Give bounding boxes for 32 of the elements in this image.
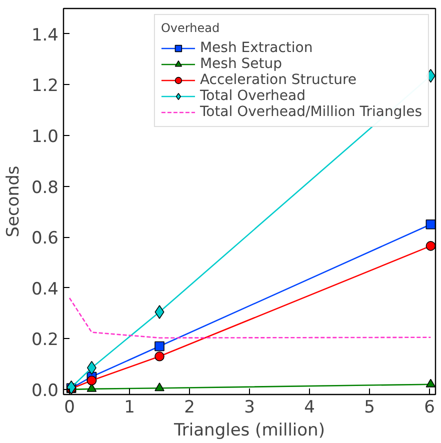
x-tick-label: 4 — [304, 398, 315, 418]
y-tick-label: 0.8 — [31, 178, 59, 198]
point — [426, 219, 436, 230]
point — [426, 378, 436, 388]
legend-label: Mesh Setup — [200, 56, 282, 72]
legend-label: Mesh Extraction — [200, 40, 313, 56]
y-tick-label: 1.0 — [31, 126, 59, 147]
legend-label: Acceleration Structure — [200, 72, 357, 88]
point — [154, 341, 164, 352]
legend-label: Total Overhead — [200, 88, 306, 104]
point — [86, 376, 97, 386]
legend-title: Overhead — [160, 21, 221, 35]
legend-label: Total Overhead/Million Triangles — [200, 104, 422, 120]
point — [154, 382, 164, 392]
x-tick-label: 6 — [424, 398, 435, 418]
point — [154, 352, 164, 362]
x-tick-label: 2 — [184, 398, 195, 418]
x-tick-label: 0 — [64, 398, 75, 418]
x-axis-title: Triangles (million) — [173, 420, 325, 440]
line-series — [68, 297, 432, 339]
point — [154, 305, 164, 319]
point — [426, 241, 436, 251]
y-tick-label: 0.6 — [31, 228, 59, 249]
x-tick-label: 1 — [124, 398, 135, 418]
x-tick-label: 5 — [364, 398, 375, 418]
y-tick-label: 0.2 — [31, 330, 59, 350]
x-tick-label: 3 — [244, 398, 255, 418]
y-tick-label: 0.4 — [31, 279, 59, 300]
y-axis-title: Seconds — [3, 166, 24, 238]
y-tick-label: 0.0 — [31, 380, 59, 401]
y-tick-label: 1.2 — [31, 76, 59, 96]
y-tick-label: 1.4 — [31, 25, 59, 46]
